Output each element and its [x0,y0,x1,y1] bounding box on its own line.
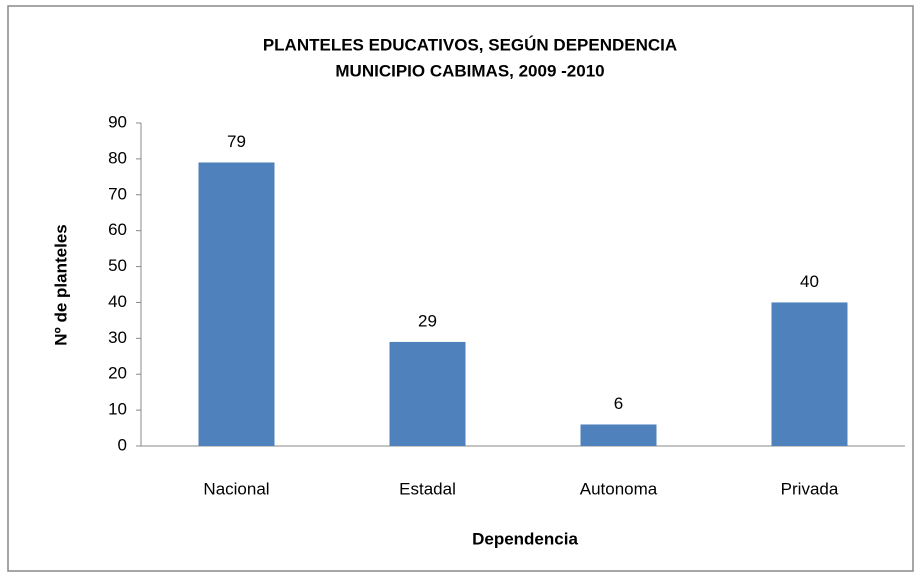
y-tick-label: 0 [118,435,127,454]
chart-title: PLANTELES EDUCATIVOS, SEGÚN DEPENDENCIA [263,35,677,54]
x-tick-label: Autonoma [580,479,658,498]
y-tick-label: 10 [108,400,127,419]
x-tick-label: Privada [781,479,839,498]
bar [771,302,848,446]
y-tick-label: 90 [108,112,127,131]
x-tick-label: Estadal [399,479,456,498]
bar [580,424,657,446]
data-label: 40 [800,272,819,291]
chart-frame [7,5,914,572]
y-tick-label: 80 [108,148,127,167]
x-tick-label: Nacional [203,479,269,498]
bar [389,341,466,446]
y-tick-label: 30 [108,328,127,347]
bar [198,162,275,446]
y-tick-label: 70 [108,184,127,203]
data-label: 79 [227,132,246,151]
data-label: 6 [614,394,623,413]
y-tick-label: 50 [108,256,127,275]
y-tick-label: 60 [108,220,127,239]
x-axis-label: Dependencia [472,529,578,548]
y-tick-label: 40 [108,292,127,311]
y-tick-label: 20 [108,364,127,383]
chart-title: MUNICIPIO CABIMAS, 2009 -2010 [335,61,604,80]
data-label: 29 [418,311,437,330]
y-axis-label: Nº de planteles [51,224,70,345]
